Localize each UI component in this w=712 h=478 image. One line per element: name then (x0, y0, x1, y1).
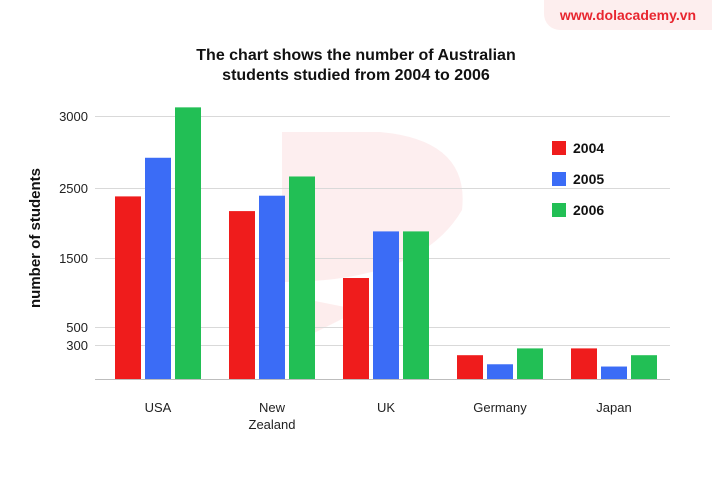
legend-swatch-2006 (552, 203, 566, 217)
bar-2005 (259, 195, 285, 379)
bar-2006 (631, 355, 657, 379)
chart-title: The chart shows the number of Australian… (0, 46, 712, 86)
bar-2005 (487, 364, 513, 379)
y-tick-label: 300 (66, 338, 88, 353)
legend-swatch-2005 (552, 172, 566, 186)
x-tick-label: New (259, 400, 286, 415)
bar-2005 (601, 366, 627, 379)
x-tick-label: UK (377, 400, 395, 415)
bar-2006 (289, 176, 315, 379)
y-tick-label: 3000 (59, 109, 88, 124)
x-axis-ticks: USA New Zealand UK Germany Japan (145, 400, 632, 432)
legend-swatch-2004 (552, 141, 566, 155)
y-tick-label: 500 (66, 320, 88, 335)
x-tick-label: Germany (473, 400, 527, 415)
bar-2005 (145, 157, 171, 379)
bar-2004 (229, 211, 255, 379)
bars (115, 107, 657, 380)
bar-2004 (115, 196, 141, 379)
bar-2004 (457, 355, 483, 379)
legend-label-2005: 2005 (573, 171, 604, 187)
chart-title-line-1: The chart shows the number of Australian (196, 47, 516, 64)
bar-2006 (517, 348, 543, 379)
x-tick-label: USA (145, 400, 172, 415)
bar-2005 (373, 231, 399, 379)
brand-watermark: www.dolacademy.vn (544, 0, 712, 30)
y-tick-label: 1500 (59, 251, 88, 266)
legend-label-2006: 2006 (573, 202, 604, 218)
y-axis-label: number of students (27, 168, 44, 308)
y-tick-label: 2500 (59, 181, 88, 196)
x-tick-label: Japan (596, 400, 631, 415)
legend: 2004 2005 2006 (552, 140, 604, 218)
y-axis-ticks: 3000 2500 1500 500 300 (59, 109, 88, 353)
legend-label-2004: 2004 (573, 140, 604, 156)
bar-2004 (571, 348, 597, 379)
bar-2006 (175, 107, 201, 380)
x-tick-label: Zealand (249, 417, 296, 432)
bar-2006 (403, 231, 429, 379)
bar-2004 (343, 278, 369, 379)
chart-title-line-2: students studied from 2004 to 2006 (222, 67, 490, 84)
